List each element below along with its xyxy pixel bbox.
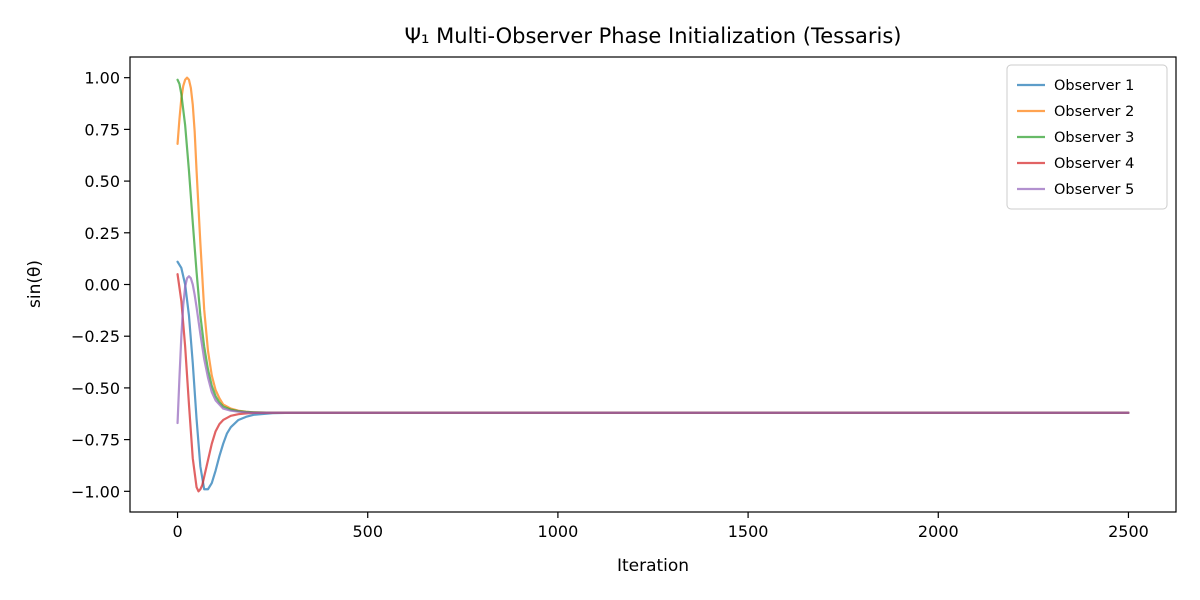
y-tick-label: 0.25 bbox=[84, 224, 120, 243]
x-tick-label: 2500 bbox=[1108, 522, 1149, 541]
x-tick-label: 1000 bbox=[538, 522, 579, 541]
x-tick-label: 0 bbox=[172, 522, 182, 541]
legend-label-observer-1: Observer 1 bbox=[1054, 78, 1134, 94]
series-layer bbox=[176, 76, 1130, 493]
x-axis: 0 500 1000 1500 2000 2500 bbox=[172, 512, 1149, 541]
y-tick-label: 0.00 bbox=[84, 276, 120, 295]
chart-title: Ψ₁ Multi-Observer Phase Initialization (… bbox=[405, 24, 902, 48]
legend-label-observer-3: Observer 3 bbox=[1054, 130, 1134, 146]
legend-label-observer-2: Observer 2 bbox=[1054, 104, 1134, 120]
x-tick-label: 1500 bbox=[728, 522, 769, 541]
x-axis-title: Iteration bbox=[617, 556, 689, 576]
y-tick-label: −0.50 bbox=[71, 379, 120, 398]
legend-label-observer-4: Observer 4 bbox=[1054, 156, 1134, 172]
y-tick-label: −0.25 bbox=[71, 327, 120, 346]
legend: Observer 1 Observer 2 Observer 3 Observer 4… bbox=[1006, 64, 1168, 210]
legend-box bbox=[1006, 64, 1168, 210]
y-tick-label: 0.75 bbox=[84, 120, 120, 139]
y-axis-title: sin(θ) bbox=[25, 260, 45, 308]
x-tick-label: 2000 bbox=[918, 522, 959, 541]
y-axis: 1.00 0.75 0.50 0.25 0.00 −0.25 −0.50 −0.75 −1.00 bbox=[71, 69, 130, 501]
y-tick-label: 1.00 bbox=[84, 69, 120, 88]
y-tick-label: 0.50 bbox=[84, 172, 120, 191]
y-tick-label: −0.75 bbox=[71, 431, 120, 450]
legend-label-observer-5: Observer 5 bbox=[1054, 182, 1134, 198]
series-line-observer-5 bbox=[176, 275, 1130, 425]
y-tick-label: −1.00 bbox=[71, 482, 120, 501]
x-tick-label: 500 bbox=[352, 522, 383, 541]
